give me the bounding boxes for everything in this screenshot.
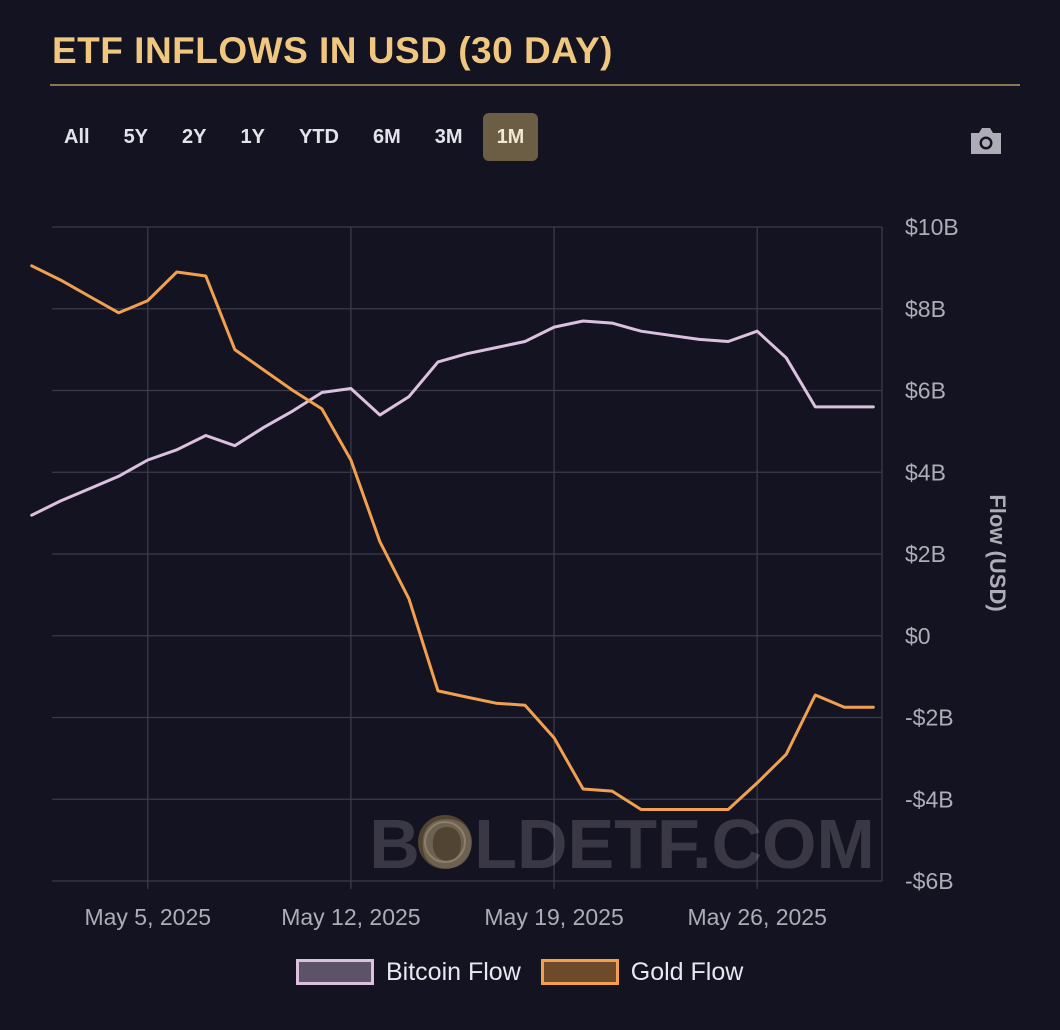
watermark-text: BOLDETF.COM bbox=[369, 805, 875, 883]
y-tick-label: -$6B bbox=[905, 868, 954, 894]
y-tick-label: -$4B bbox=[905, 786, 954, 812]
y-tick-label: $2B bbox=[905, 541, 946, 567]
watermark: BOLDETF.COM bbox=[369, 805, 875, 883]
range-button-all[interactable]: All bbox=[64, 125, 90, 148]
series bbox=[30, 264, 875, 811]
range-button-1m[interactable]: 1M bbox=[482, 113, 539, 161]
grid bbox=[52, 226, 883, 889]
y-tick-label: $6B bbox=[905, 378, 946, 404]
x-tick-label: May 26, 2025 bbox=[688, 904, 827, 930]
legend: Bitcoin Flow Gold Flow bbox=[296, 955, 763, 989]
x-tick-label: May 12, 2025 bbox=[281, 904, 420, 930]
x-tick-label: May 5, 2025 bbox=[84, 904, 211, 930]
y-tick-label: $4B bbox=[905, 459, 946, 485]
axes: $10B $8B $6B $4B $2B $0 -$2B -$4B -$6B May 5, 202… bbox=[84, 214, 958, 930]
legend-swatch-gold bbox=[540, 959, 619, 985]
legend-swatch-bitcoin bbox=[296, 959, 374, 985]
y-tick-label: -$2B bbox=[905, 705, 954, 731]
page-title: ETF INFLOWS IN USD (30 DAY) bbox=[52, 30, 614, 71]
range-selector: All 5Y 2Y 1Y YTD 6M 3M 1M bbox=[50, 113, 539, 161]
gold-flow-line bbox=[30, 264, 875, 811]
range-button-1y[interactable]: 1Y bbox=[240, 125, 265, 148]
y-tick-label: $10B bbox=[905, 214, 959, 240]
camera-icon[interactable] bbox=[968, 125, 1004, 157]
range-button-5y[interactable]: 5Y bbox=[123, 125, 149, 148]
legend-label-bitcoin: Bitcoin Flow bbox=[386, 957, 521, 986]
range-button-3m[interactable]: 3M bbox=[434, 125, 463, 148]
y-tick-label: $8B bbox=[905, 296, 946, 322]
y-axis-label: Flow (USD) bbox=[985, 494, 1010, 611]
legend-label-gold: Gold Flow bbox=[630, 957, 744, 986]
y-tick-label: $0 bbox=[905, 623, 931, 649]
x-tick-label: May 19, 2025 bbox=[484, 904, 623, 930]
range-button-6m[interactable]: 6M bbox=[372, 125, 401, 148]
legend-item-gold[interactable]: Gold Flow bbox=[540, 957, 744, 987]
range-button-2y[interactable]: 2Y bbox=[182, 125, 207, 148]
title-divider bbox=[50, 84, 1020, 86]
legend-item-bitcoin[interactable]: Bitcoin Flow bbox=[296, 958, 521, 987]
coin-logo-ring bbox=[424, 821, 466, 863]
range-button-ytd[interactable]: YTD bbox=[298, 125, 339, 148]
bitcoin-flow-line bbox=[30, 319, 875, 517]
